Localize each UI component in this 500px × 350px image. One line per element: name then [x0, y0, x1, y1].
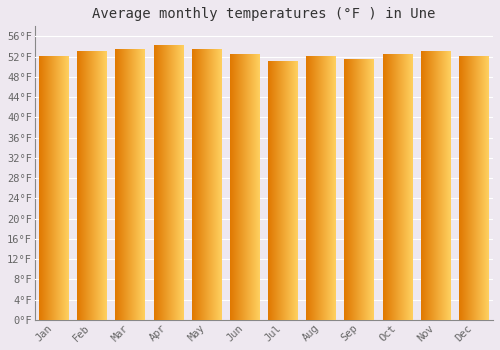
Title: Average monthly temperatures (°F ) in Une: Average monthly temperatures (°F ) in Un… — [92, 7, 436, 21]
